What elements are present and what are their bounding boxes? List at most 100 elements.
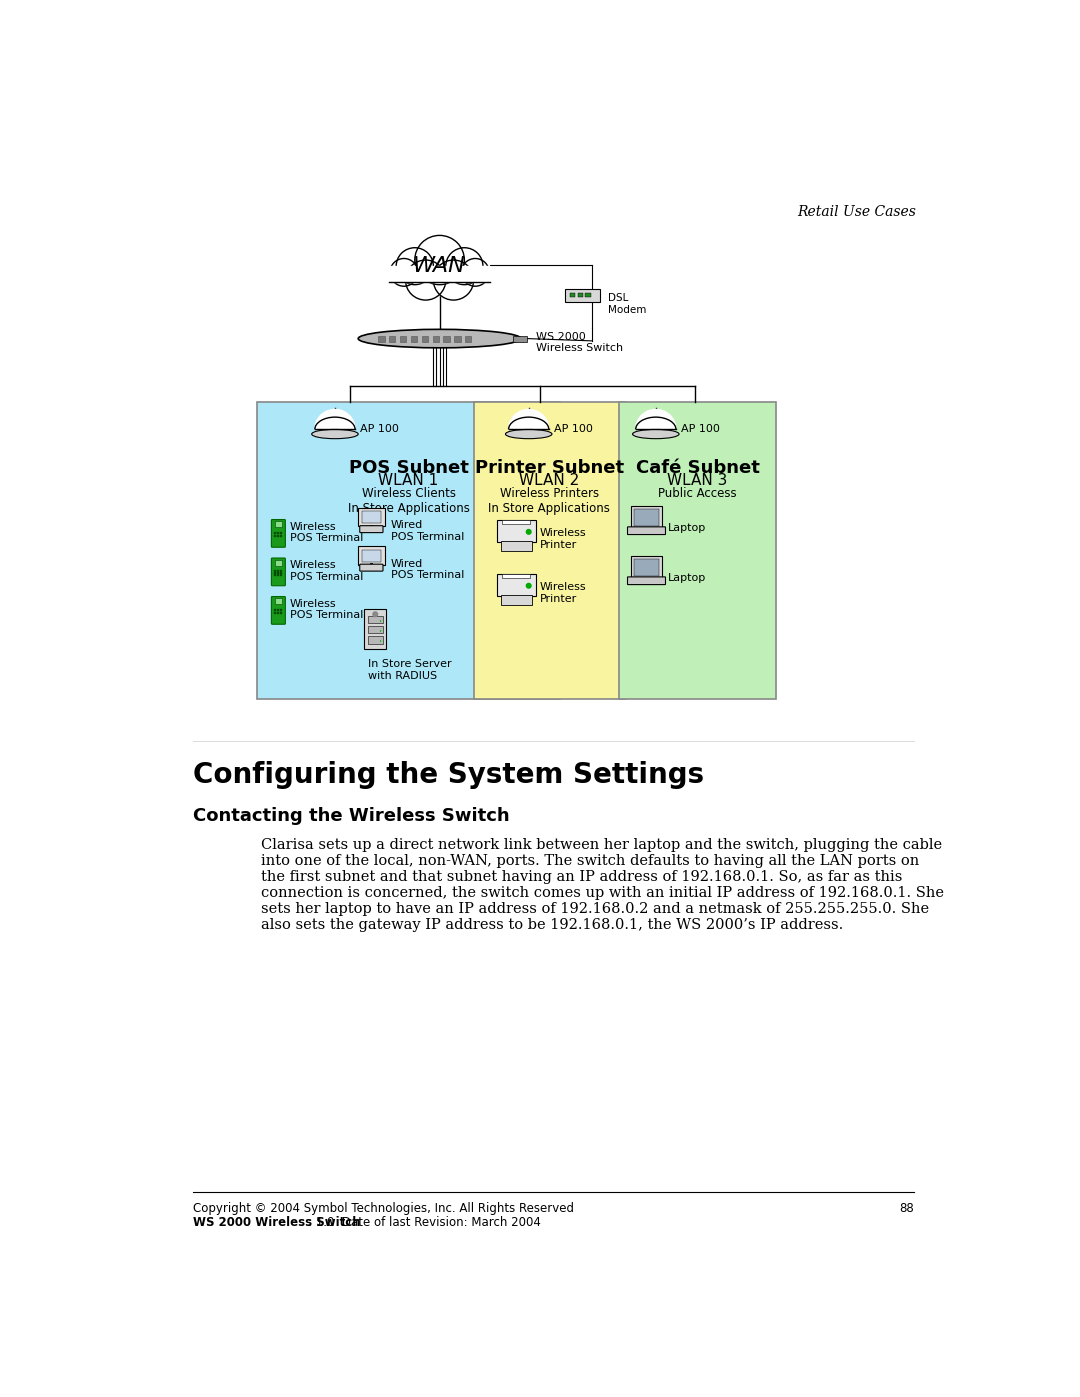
- Bar: [502, 520, 530, 524]
- Circle shape: [396, 247, 433, 285]
- Text: WS 2000
Wireless Switch: WS 2000 Wireless Switch: [537, 331, 623, 353]
- FancyBboxPatch shape: [271, 520, 285, 548]
- Bar: [465, 335, 471, 342]
- Bar: [422, 335, 428, 342]
- FancyBboxPatch shape: [501, 541, 531, 550]
- Circle shape: [405, 260, 446, 300]
- Text: Contacting the Wireless Switch: Contacting the Wireless Switch: [193, 806, 510, 824]
- Bar: [634, 559, 659, 576]
- FancyBboxPatch shape: [360, 564, 383, 571]
- Circle shape: [415, 236, 464, 285]
- FancyBboxPatch shape: [359, 509, 384, 527]
- Bar: [400, 335, 406, 342]
- Bar: [444, 335, 449, 342]
- Text: Wireless
POS Terminal: Wireless POS Terminal: [291, 599, 363, 620]
- Circle shape: [446, 247, 483, 285]
- Bar: [273, 573, 276, 576]
- Circle shape: [433, 260, 474, 300]
- Text: AP 100: AP 100: [360, 425, 399, 434]
- Text: 88: 88: [900, 1201, 914, 1215]
- Bar: [276, 612, 279, 615]
- Bar: [455, 335, 460, 342]
- Text: Laptop: Laptop: [669, 573, 706, 583]
- Bar: [274, 598, 282, 605]
- Text: POS Subnet: POS Subnet: [349, 458, 469, 476]
- Ellipse shape: [505, 429, 552, 439]
- Bar: [280, 532, 282, 534]
- Text: also sets the gateway IP address to be 192.168.0.1, the WS 2000’s IP address.: also sets the gateway IP address to be 1…: [261, 918, 843, 932]
- Wedge shape: [509, 409, 549, 429]
- Text: sets her laptop to have an IP address of 192.168.0.2 and a netmask of 255.255.25: sets her laptop to have an IP address of…: [261, 902, 930, 916]
- FancyBboxPatch shape: [631, 506, 662, 528]
- FancyBboxPatch shape: [271, 557, 285, 585]
- Bar: [273, 535, 276, 538]
- Bar: [513, 335, 527, 342]
- Circle shape: [373, 612, 378, 616]
- Wedge shape: [314, 409, 355, 429]
- Bar: [389, 335, 395, 342]
- FancyBboxPatch shape: [360, 525, 383, 532]
- Bar: [362, 511, 380, 524]
- Bar: [380, 620, 381, 622]
- Bar: [502, 574, 530, 578]
- FancyBboxPatch shape: [619, 402, 775, 698]
- Text: WLAN 2: WLAN 2: [519, 474, 579, 489]
- Text: Wireless
POS Terminal: Wireless POS Terminal: [291, 522, 363, 543]
- Bar: [276, 573, 279, 576]
- Text: DSL
Modem: DSL Modem: [608, 293, 646, 314]
- FancyBboxPatch shape: [359, 546, 384, 564]
- Bar: [273, 609, 276, 610]
- Text: Café Subnet: Café Subnet: [636, 458, 759, 476]
- Bar: [276, 535, 279, 538]
- Bar: [367, 636, 383, 644]
- Text: Wireless
POS Terminal: Wireless POS Terminal: [291, 560, 363, 583]
- Text: Wireless Clients
In Store Applications: Wireless Clients In Store Applications: [348, 488, 470, 515]
- Bar: [280, 535, 282, 538]
- Text: the first subnet and that subnet having an IP address of 192.168.0.1. So, as far: the first subnet and that subnet having …: [261, 870, 903, 884]
- FancyBboxPatch shape: [271, 597, 285, 624]
- Text: Copyright © 2004 Symbol Technologies, Inc. All Rights Reserved: Copyright © 2004 Symbol Technologies, In…: [193, 1201, 575, 1215]
- FancyBboxPatch shape: [474, 402, 625, 698]
- Text: into one of the local, non-WAN, ports. The switch defaults to having all the LAN: into one of the local, non-WAN, ports. T…: [261, 854, 919, 868]
- Ellipse shape: [359, 330, 521, 348]
- Circle shape: [526, 584, 531, 588]
- Bar: [276, 532, 279, 534]
- Text: WLAN 3: WLAN 3: [667, 474, 728, 489]
- Text: Wireless
Printer: Wireless Printer: [540, 528, 586, 549]
- Bar: [280, 609, 282, 610]
- Text: Wired
POS Terminal: Wired POS Terminal: [391, 520, 464, 542]
- Text: Retail Use Cases: Retail Use Cases: [798, 204, 917, 218]
- Bar: [276, 570, 279, 573]
- Wedge shape: [636, 409, 676, 429]
- FancyBboxPatch shape: [627, 577, 665, 584]
- Bar: [380, 630, 381, 631]
- Bar: [280, 573, 282, 576]
- Circle shape: [526, 529, 531, 534]
- Bar: [380, 640, 381, 643]
- Text: Public Access: Public Access: [659, 488, 737, 500]
- Text: Laptop: Laptop: [669, 522, 706, 534]
- FancyBboxPatch shape: [631, 556, 662, 578]
- Text: AP 100: AP 100: [680, 425, 719, 434]
- Ellipse shape: [633, 429, 679, 439]
- Bar: [433, 335, 438, 342]
- Text: : 1.0  Date of last Revision: March 2004: : 1.0 Date of last Revision: March 2004: [308, 1217, 541, 1229]
- FancyBboxPatch shape: [497, 574, 536, 595]
- Text: Wired
POS Terminal: Wired POS Terminal: [391, 559, 464, 580]
- Circle shape: [390, 258, 418, 286]
- FancyBboxPatch shape: [364, 609, 387, 648]
- FancyBboxPatch shape: [257, 402, 559, 698]
- Bar: [280, 570, 282, 573]
- Bar: [378, 335, 384, 342]
- Text: In Store Server
with RADIUS: In Store Server with RADIUS: [367, 659, 451, 680]
- Bar: [273, 612, 276, 615]
- Text: WS 2000 Wireless Switch: WS 2000 Wireless Switch: [193, 1217, 361, 1229]
- Bar: [274, 521, 282, 527]
- Ellipse shape: [312, 429, 359, 439]
- Bar: [585, 293, 591, 298]
- Text: Printer Subnet: Printer Subnet: [475, 458, 624, 476]
- FancyBboxPatch shape: [565, 289, 600, 302]
- Text: Clarisa sets up a direct network link between her laptop and the switch, pluggin: Clarisa sets up a direct network link be…: [261, 838, 943, 852]
- Bar: [410, 335, 417, 342]
- Text: AP 100: AP 100: [554, 425, 592, 434]
